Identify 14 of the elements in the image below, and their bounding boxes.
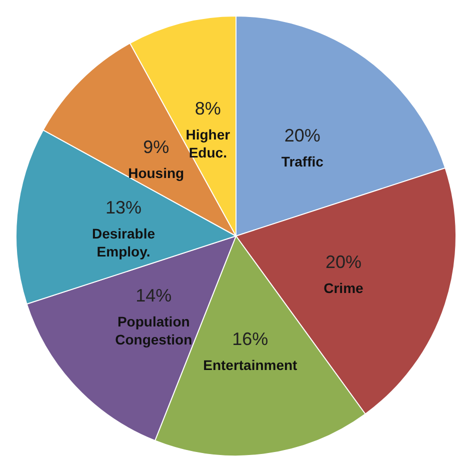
data-label: 13% <box>105 197 142 218</box>
data-label: 16% <box>232 329 268 350</box>
slice-label: Housing <box>128 165 184 182</box>
data-label: 14% <box>136 285 172 306</box>
slice-label: Crime <box>324 280 364 296</box>
data-label: 9% <box>143 137 170 158</box>
slice-label: Desirable Employ. <box>92 225 156 260</box>
slice-label: Traffic <box>281 154 324 170</box>
data-label: 8% <box>194 98 221 119</box>
data-label: 20% <box>325 252 362 272</box>
data-label: 20% <box>284 126 320 146</box>
slice-label: Higher Educ. <box>186 126 231 161</box>
slice-label: Entertainment <box>203 357 298 374</box>
slice-label: Population Congestion <box>115 313 192 348</box>
